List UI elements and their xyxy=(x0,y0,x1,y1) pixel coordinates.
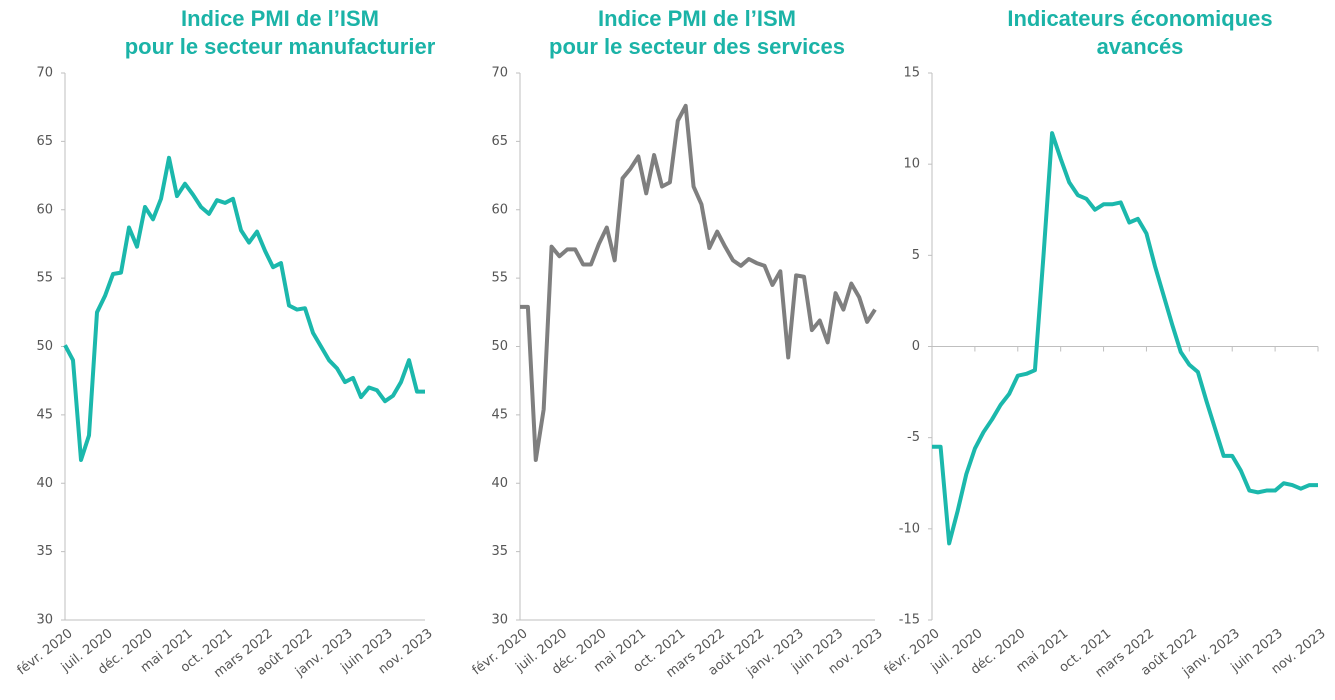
y-tick-label: 70 xyxy=(491,66,508,81)
y-tick-label: 5 xyxy=(912,248,920,263)
y-tick-label: -15 xyxy=(899,613,920,628)
y-tick-label: 45 xyxy=(491,407,508,422)
y-tick-label: 30 xyxy=(36,613,53,628)
y-tick-label: -10 xyxy=(899,521,920,536)
series-line xyxy=(932,131,1318,546)
y-tick-label: 50 xyxy=(36,339,53,354)
y-tick-label: 55 xyxy=(36,271,53,286)
y-tick-label: 65 xyxy=(36,134,53,149)
y-tick-label: 60 xyxy=(491,202,508,217)
y-tick-label: 35 xyxy=(491,544,508,559)
y-tick-label: 40 xyxy=(491,476,508,491)
y-tick-label: 55 xyxy=(491,271,508,286)
y-tick-label: 35 xyxy=(36,544,53,559)
y-tick-label: 45 xyxy=(36,407,53,422)
y-tick-label: 10 xyxy=(903,157,920,172)
y-tick-label: 70 xyxy=(36,66,53,81)
y-tick-label: 15 xyxy=(903,66,920,81)
y-tick-label: 65 xyxy=(491,134,508,149)
y-tick-label: 0 xyxy=(912,339,920,354)
chart-title: pour le secteur des services xyxy=(549,34,845,59)
chart-title: Indice PMI de l’ISM xyxy=(181,6,379,31)
y-tick-label: 50 xyxy=(491,339,508,354)
y-tick-label: 40 xyxy=(36,476,53,491)
chart-title: Indicateurs économiques xyxy=(1007,6,1272,31)
chart-title: pour le secteur manufacturier xyxy=(125,34,436,59)
y-tick-label: 30 xyxy=(491,613,508,628)
series-line xyxy=(520,103,877,463)
y-tick-label: 60 xyxy=(36,202,53,217)
series-line xyxy=(63,155,425,463)
chart-title: avancés xyxy=(1097,34,1184,59)
y-tick-label: -5 xyxy=(907,430,920,445)
chart-title: Indice PMI de l’ISM xyxy=(598,6,796,31)
